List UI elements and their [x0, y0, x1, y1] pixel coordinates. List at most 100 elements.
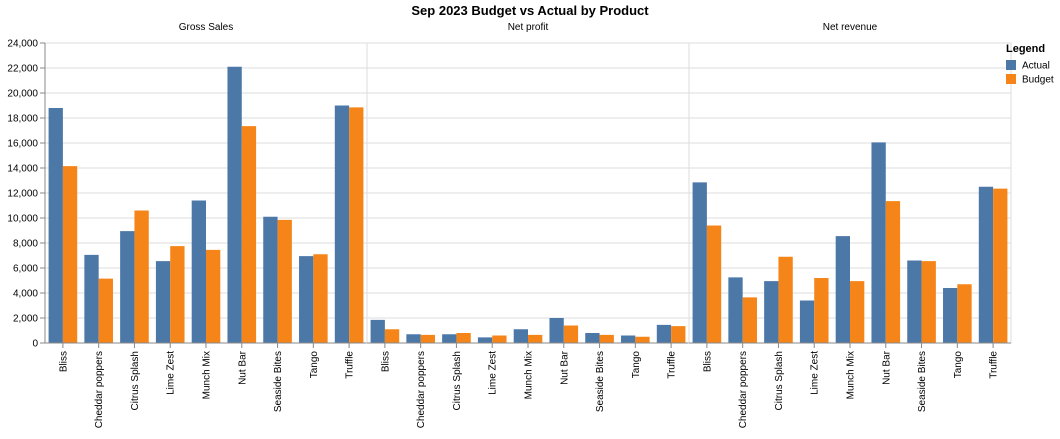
- bar-budget: [456, 333, 471, 343]
- bar-budget: [170, 246, 185, 343]
- x-tick-label: Truffle: [667, 351, 678, 379]
- x-tick-label: Bliss: [702, 351, 713, 372]
- y-tick-label: 20,000: [7, 89, 38, 100]
- x-tick-label: Munch Mix: [846, 351, 857, 399]
- bar-actual: [299, 256, 314, 343]
- bar-budget: [313, 254, 328, 343]
- bar-budget: [277, 219, 292, 343]
- bar-actual: [48, 108, 63, 343]
- bar-actual: [263, 216, 278, 343]
- y-tick-label: 8,000: [13, 239, 38, 250]
- bar-budget: [528, 334, 543, 343]
- x-tick-label: Citrus Splash: [130, 351, 141, 410]
- y-tick-label: 0: [32, 339, 38, 350]
- legend-label: Budget: [1022, 75, 1054, 86]
- bar-budget: [98, 278, 113, 343]
- bar-actual: [513, 329, 528, 343]
- x-tick-label: Lime Zest: [488, 351, 499, 395]
- bar-actual: [585, 333, 600, 343]
- y-tick-label: 18,000: [7, 114, 38, 125]
- bar-actual: [728, 277, 743, 343]
- x-tick-label: Bliss: [380, 351, 391, 372]
- bar-actual: [227, 66, 242, 343]
- bar-actual: [764, 281, 779, 343]
- panel-title: Gross Sales: [179, 22, 233, 33]
- bar-actual: [191, 200, 206, 343]
- bar-budget: [814, 278, 829, 343]
- chart-panel: Net profit Bliss Cheddar poppers Citrus Spl…: [366, 22, 690, 428]
- bar-budget: [742, 297, 757, 343]
- y-tick-label: 16,000: [7, 139, 38, 150]
- bar-actual: [477, 337, 493, 343]
- y-tick-label: 10,000: [7, 214, 38, 225]
- x-tick-label: Tango: [631, 351, 642, 379]
- x-tick-label: Cheddar poppers: [94, 351, 105, 428]
- bar-actual: [621, 335, 636, 343]
- bar-actual: [871, 142, 886, 343]
- x-tick-label: Truffle: [345, 351, 356, 379]
- bar-budget: [384, 329, 400, 343]
- bar-budget: [134, 210, 149, 343]
- x-tick-label: Cheddar poppers: [416, 351, 427, 428]
- y-tick-label: 22,000: [7, 64, 38, 75]
- bar-actual: [978, 186, 994, 343]
- legend-swatch: [1006, 60, 1016, 70]
- y-tick-label: 14,000: [7, 164, 38, 175]
- bar-budget: [420, 334, 435, 343]
- bar-actual: [549, 318, 564, 343]
- bar-budget: [206, 249, 221, 343]
- bar-actual: [907, 260, 922, 343]
- y-tick-label: 4,000: [13, 289, 38, 300]
- x-tick-label: Cheddar poppers: [738, 351, 749, 428]
- x-tick-label: Lime Zest: [166, 351, 177, 395]
- legend-title: Legend: [1006, 43, 1045, 55]
- bar-budget: [349, 107, 364, 343]
- bar-actual: [84, 254, 99, 343]
- bar-budget: [62, 166, 78, 343]
- x-tick-label: Tango: [309, 351, 320, 379]
- bar-budget: [993, 188, 1008, 343]
- panels-layer: Gross Sales 0 2,000 4,000 6,000 8,000 10,000 12…: [7, 22, 1012, 428]
- bar-budget: [635, 336, 650, 343]
- chart-panel: Gross Sales 0 2,000 4,000 6,000 8,000 10,000 12…: [7, 22, 368, 428]
- y-tick-label: 6,000: [13, 264, 38, 275]
- x-tick-label: Seaside Bites: [273, 351, 284, 412]
- bar-actual: [120, 231, 135, 343]
- y-tick-label: 24,000: [7, 39, 38, 50]
- panel-title: Net profit: [508, 22, 549, 33]
- bar-budget: [492, 335, 507, 343]
- y-tick-label: 12,000: [7, 189, 38, 200]
- x-tick-label: Nut Bar: [559, 350, 570, 385]
- x-tick-label: Seaside Bites: [917, 351, 928, 412]
- x-tick-label: Nut Bar: [237, 350, 248, 385]
- bar-actual: [656, 324, 672, 343]
- bar-actual: [370, 319, 385, 343]
- bar-actual: [799, 300, 815, 343]
- bar-budget: [921, 261, 936, 343]
- bar-budget: [706, 225, 722, 343]
- x-tick-label: Munch Mix: [524, 351, 535, 399]
- bar-actual: [406, 334, 421, 343]
- panel-title: Net revenue: [823, 22, 878, 33]
- bar-budget: [241, 126, 257, 343]
- bar-budget: [563, 325, 579, 343]
- legend-label: Actual: [1022, 61, 1050, 72]
- x-tick-label: Citrus Splash: [774, 351, 785, 410]
- bar-budget: [957, 284, 972, 343]
- y-tick-label: 2,000: [13, 314, 38, 325]
- legend-swatch: [1006, 74, 1016, 84]
- bar-actual: [155, 261, 171, 343]
- x-tick-label: Tango: [953, 351, 964, 379]
- bar-budget: [850, 281, 865, 343]
- x-tick-label: Bliss: [58, 351, 69, 372]
- x-tick-label: Seaside Bites: [595, 351, 606, 412]
- bar-actual: [943, 288, 958, 343]
- legend: Legend Actual Budget: [1006, 43, 1054, 86]
- bar-budget: [885, 201, 901, 343]
- chart-title: Sep 2023 Budget vs Actual by Product: [411, 3, 649, 18]
- bar-actual: [442, 334, 457, 343]
- bar-actual: [334, 105, 350, 343]
- x-tick-label: Nut Bar: [881, 350, 892, 385]
